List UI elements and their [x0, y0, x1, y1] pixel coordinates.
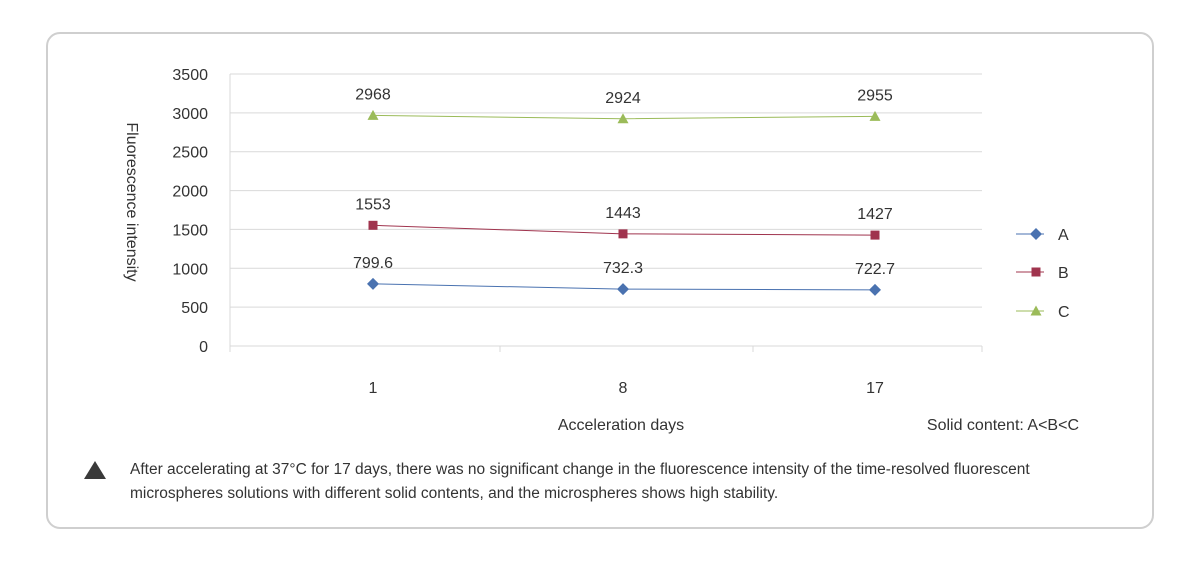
marker-diamond — [1030, 228, 1042, 240]
y-tick-label: 2500 — [172, 145, 208, 162]
y-tick-label: 0 — [199, 339, 208, 356]
data-label: 2968 — [355, 86, 391, 103]
triangle-icon — [84, 461, 106, 479]
legend-label-C: C — [1058, 304, 1070, 321]
axes: 0 500 1000 1500 2000 2500 3000 3500 1 8 17 — [172, 67, 983, 397]
legend: A B C — [1016, 227, 1070, 321]
legend-label-B: B — [1058, 265, 1069, 282]
note-text: After accelerating at 37°C for 17 days, … — [130, 461, 1030, 502]
solid-content-annotation: Solid content: A<B<C — [927, 417, 1079, 434]
x-tick-label: 1 — [369, 380, 378, 397]
marker-square — [368, 220, 378, 230]
data-label: 1443 — [605, 205, 641, 222]
marker-diamond — [869, 283, 881, 296]
y-tick-label: 500 — [181, 300, 208, 317]
y-tick-label: 1500 — [172, 222, 208, 239]
x-tick-label: 8 — [619, 380, 628, 397]
marker-diamond — [367, 277, 379, 290]
chart-card — [46, 32, 1154, 529]
y-tick-label: 1000 — [172, 261, 208, 278]
y-tick-label: 3000 — [172, 106, 208, 123]
data-label: 732.3 — [603, 260, 643, 277]
data-label: 799.6 — [353, 255, 393, 272]
marker-triangle — [617, 113, 629, 124]
data-label: 722.7 — [855, 261, 895, 278]
series-A: 799.6 732.3 722.7 — [353, 255, 895, 296]
y-axis-label: Fluorescence intensity — [123, 122, 140, 281]
marker-triangle — [1030, 305, 1042, 316]
y-tick-label: 3500 — [172, 67, 208, 84]
series-B: 1553 1443 1427 — [355, 196, 893, 240]
x-axis-label: Acceleration days — [558, 417, 684, 434]
data-label: 2955 — [857, 87, 893, 104]
series-C: 2968 2924 2955 — [355, 86, 893, 124]
x-tick-label: 17 — [866, 380, 884, 397]
y-tick-label: 2000 — [172, 184, 208, 201]
marker-triangle — [367, 109, 379, 120]
marker-triangle — [869, 110, 881, 121]
data-label: 2924 — [605, 90, 641, 107]
data-label: 1427 — [857, 206, 893, 223]
grid-lines — [230, 73, 982, 308]
legend-label-A: A — [1058, 227, 1069, 244]
marker-square — [1031, 267, 1041, 277]
marker-diamond — [617, 283, 629, 296]
marker-square — [618, 229, 628, 239]
series-layer: 799.6 732.3 722.7 1553 1443 1427 2968 2924 2955 — [353, 86, 895, 296]
data-label: 1553 — [355, 196, 391, 213]
marker-square — [870, 230, 880, 240]
